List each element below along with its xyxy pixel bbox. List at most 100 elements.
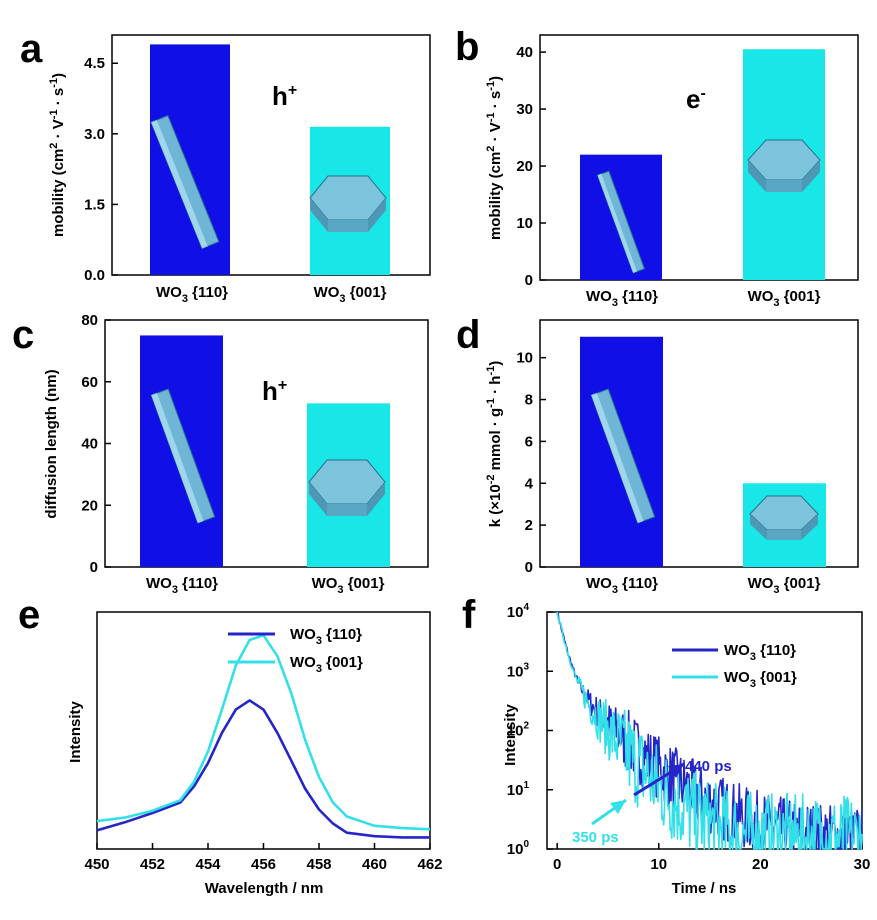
x-tick-label-e: 454 <box>195 856 221 873</box>
x-tick-label-f: 10 <box>650 856 667 873</box>
legend-e: WO3 {110} WO3 {001} <box>228 626 363 675</box>
plot-frame-e <box>96 611 431 850</box>
carrier-label-b: e- <box>686 84 706 114</box>
panel-label-a: a <box>20 27 43 71</box>
y-ticks-d: 0 2 4 6 8 10 <box>516 350 546 576</box>
y-tick-label-f: 103 <box>507 661 530 680</box>
nanorod-image-d <box>590 388 656 524</box>
y-tick-label-b: 30 <box>516 101 533 118</box>
y-ticks-c: 0 20 40 60 80 <box>81 312 111 576</box>
nanorod-image-b <box>596 170 646 274</box>
annotation-arrow-440 <box>633 762 685 797</box>
y-tick-label-c: 0 <box>90 559 98 576</box>
panel-label-b: b <box>455 25 479 69</box>
category-label-c-110: WO3 {110} <box>146 575 218 596</box>
lines-e <box>96 634 431 839</box>
legend-label-f-001: WO3 {001} <box>724 669 797 690</box>
panel-label-e: e <box>18 593 40 637</box>
category-label-b-110: WO3 {110} <box>586 288 658 309</box>
carrier-label-c: h+ <box>262 376 287 406</box>
panel-e: e 450 452 454 456 458 460 462 WO3 {110} WO3 {0… <box>18 593 443 897</box>
nanorod-image-a <box>150 114 220 250</box>
y-tick-label-f: 101 <box>507 780 530 799</box>
y-tick-label-d: 6 <box>525 433 533 450</box>
y-axis-label-e: Intensity <box>67 701 84 763</box>
y-tick-label-b: 20 <box>516 158 533 175</box>
y-tick-label-a: 3.0 <box>84 126 105 143</box>
x-ticks-f: 0 10 20 30 <box>553 843 870 873</box>
nanoplate-image-a <box>309 175 387 232</box>
y-axis-label-f: Intensity <box>502 704 519 766</box>
series-line-e-001 <box>96 634 431 831</box>
legend-label-e-001: WO3 {001} <box>290 654 363 675</box>
y-tick-label-c: 20 <box>81 497 98 514</box>
y-tick-label-d: 0 <box>525 559 533 576</box>
panel-f: f 100 101 102 103 104 0 10 20 30 WO3 {110} WO3 … <box>462 593 870 897</box>
y-tick-label-a: 0.0 <box>84 267 105 284</box>
plot-frame-b <box>539 34 859 281</box>
category-label-b-001: WO3 {001} <box>748 288 821 309</box>
category-label-a-110: WO3 {110} <box>156 284 228 305</box>
y-ticks-a: 0.0 1.5 3.0 4.5 <box>84 55 118 284</box>
panel-label-d: d <box>456 313 480 357</box>
y-axis-label-b: mobility (cm2 · V-1 · s-1) <box>485 76 504 240</box>
y-tick-label-d: 4 <box>525 475 534 492</box>
y-tick-label-c: 60 <box>81 374 98 391</box>
y-tick-label-d: 10 <box>516 350 533 367</box>
y-tick-label-f: 104 <box>507 602 530 621</box>
panel-a: a 0.0 1.5 3.0 4.5 h+ WO3 {110} WO3 {001} mo… <box>20 27 431 305</box>
y-tick-label-b: 10 <box>516 215 533 232</box>
series-line-e-110 <box>96 699 430 839</box>
y-tick-label-c: 40 <box>81 436 98 453</box>
panel-label-f: f <box>462 593 476 637</box>
y-axis-label-d: k (×10-2 mmol · g-1 · h-1) <box>485 361 504 527</box>
panel-b: b 0 10 20 30 40 e- WO3 {110} WO3 {001} mobil… <box>455 25 859 309</box>
x-tick-label-f: 0 <box>553 856 561 873</box>
y-tick-label-c: 80 <box>81 312 98 329</box>
carrier-label-a: h+ <box>272 81 297 111</box>
x-tick-label-e: 456 <box>251 856 276 873</box>
panel-d: d 0 2 4 6 8 10 WO3 {110} WO3 {001} k (×10-2 m… <box>456 313 859 596</box>
x-tick-label-e: 452 <box>140 856 165 873</box>
x-tick-label-e: 458 <box>306 856 331 873</box>
x-ticks-e: 450 452 454 456 458 460 462 <box>84 843 443 873</box>
y-axis-label-c: diffusion length (nm) <box>43 369 60 518</box>
nanoplate-image-d <box>749 495 819 540</box>
x-tick-label-e: 460 <box>362 856 387 873</box>
category-label-a-001: WO3 {001} <box>314 284 387 305</box>
category-label-d-110: WO3 {110} <box>586 575 658 596</box>
panel-c: c 0 20 40 60 80 h+ WO3 {110} WO3 {001} diffu… <box>12 312 429 596</box>
legend-label-e-110: WO3 {110} <box>290 626 362 647</box>
plot-frame-a <box>111 34 431 276</box>
y-tick-label-f: 102 <box>507 721 530 740</box>
x-tick-label-f: 20 <box>752 856 769 873</box>
annotation-arrow-350 <box>591 798 627 826</box>
x-axis-label-e: Wavelength / nm <box>205 880 324 897</box>
annotation-350-ps: 350 ps <box>572 829 619 846</box>
series-line-f-001 <box>556 611 863 850</box>
nanoplate-image-c <box>308 459 386 516</box>
y-tick-label-d: 8 <box>525 392 533 409</box>
legend-label-f-110: WO3 {110} <box>724 642 796 663</box>
panel-label-c: c <box>12 313 34 357</box>
y-axis-label-a: mobility (cm2 · V-1 · s-1) <box>48 73 67 237</box>
y-tick-label-d: 2 <box>525 517 533 534</box>
nanorod-image-c <box>150 388 216 524</box>
annotation-440-ps: 440 ps <box>685 758 732 775</box>
y-tick-label-b: 0 <box>525 272 533 289</box>
x-tick-label-e: 450 <box>84 856 109 873</box>
y-tick-label-a: 4.5 <box>84 55 105 72</box>
y-ticks-b: 0 10 20 30 40 <box>516 44 546 289</box>
legend-f: WO3 {110} WO3 {001} <box>672 642 797 690</box>
x-tick-label-e: 462 <box>417 856 442 873</box>
x-tick-label-f: 30 <box>854 856 871 873</box>
y-tick-label-f: 100 <box>507 839 530 858</box>
category-label-c-001: WO3 {001} <box>312 575 385 596</box>
category-label-d-001: WO3 {001} <box>748 575 821 596</box>
y-tick-label-b: 40 <box>516 44 533 61</box>
plot-frame-d <box>539 319 859 568</box>
x-axis-label-f: Time / ns <box>672 880 737 897</box>
nanoplate-image-b <box>747 139 821 192</box>
y-ticks-f: 100 101 102 103 104 <box>507 602 553 858</box>
